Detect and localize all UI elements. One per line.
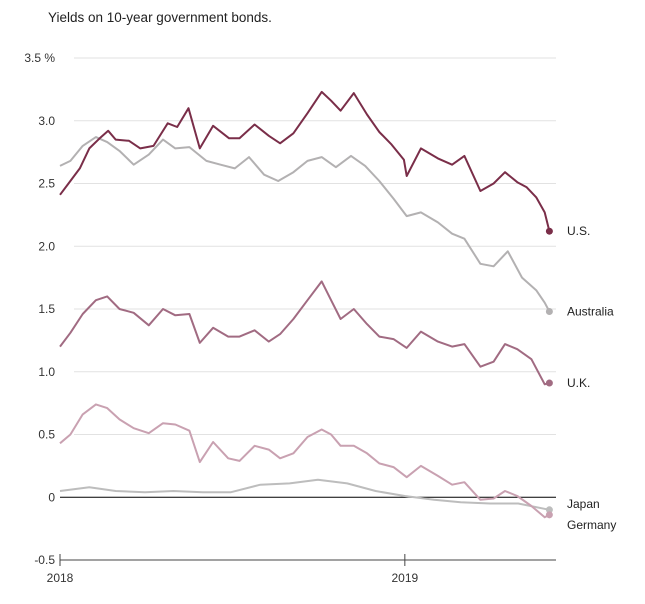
y-tick-label: 1.5 (38, 302, 55, 316)
series-layer (59, 90, 553, 519)
grid-layer (60, 57, 556, 561)
series-label-u-k: U.K. (567, 376, 590, 390)
chart-title: Yields on 10-year government bonds. (48, 10, 272, 25)
y-tick-label: 3.5 % (24, 51, 55, 65)
series-label-germany: Germany (567, 518, 616, 532)
series-line-u-s (59, 90, 551, 232)
series-end-point-u-s (545, 227, 553, 235)
series-labels: U.S. Australia U.K. Germany Japan (567, 224, 616, 532)
series-end-point-germany (545, 511, 553, 519)
y-tick-label: 3.0 (38, 114, 55, 128)
series-label-u-s: U.S. (567, 224, 590, 238)
x-tick-label: 2019 (391, 571, 418, 585)
series-line-australia (59, 136, 551, 312)
series-line-germany (59, 403, 550, 519)
series-end-point-u-k (545, 379, 553, 387)
y-tick-label: 1.0 (38, 365, 55, 379)
y-tick-label: 0 (48, 490, 55, 504)
y-tick-label: 2.0 (38, 239, 55, 253)
y-tick-labels: -0.5 0 0.5 1.0 1.5 2.0 2.5 3.0 3.5 % (24, 51, 55, 567)
series-end-point-australia (545, 308, 553, 316)
x-axis: 2018 2019 (47, 554, 556, 585)
x-tick-label: 2018 (47, 571, 74, 585)
series-label-japan: Japan (567, 497, 600, 511)
series-end-point-japan (545, 506, 553, 514)
y-tick-label: 2.5 (38, 177, 55, 191)
series-line-japan (59, 478, 550, 511)
y-tick-label: -0.5 (34, 553, 55, 567)
series-label-australia: Australia (567, 305, 614, 319)
y-tick-label: 0.5 (38, 428, 55, 442)
series-line-u-k (59, 280, 550, 386)
